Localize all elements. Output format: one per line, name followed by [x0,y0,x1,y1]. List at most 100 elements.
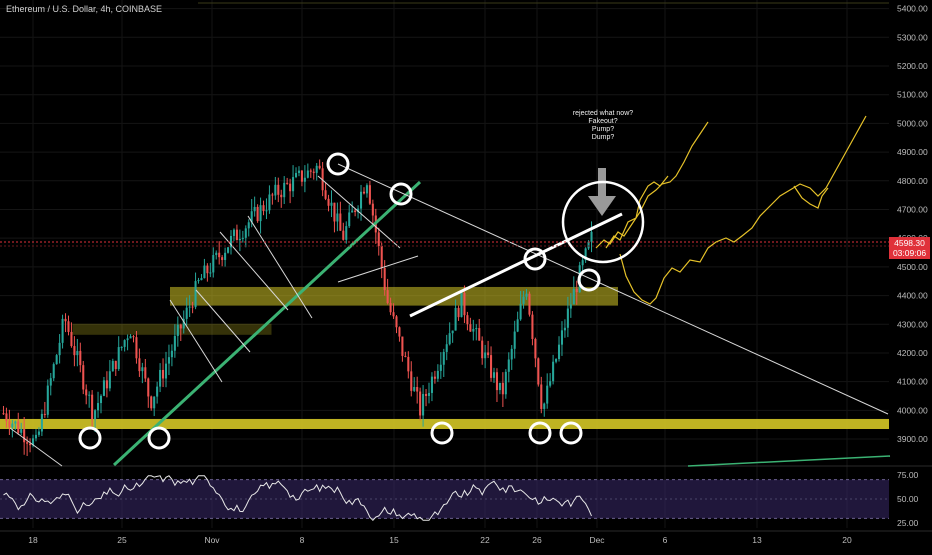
candle-body [250,211,253,223]
price-tick-label: 4100.00 [897,377,928,387]
candle-body [132,336,135,338]
candle-body [510,348,513,360]
candle-body [371,203,374,216]
candle-body [472,328,475,332]
price-tick-label: 5200.00 [897,61,928,71]
candle-body [436,370,439,379]
note-line-3: Pump? [591,126,615,133]
candle-body [126,338,129,341]
descending-trendline [337,163,889,415]
candle-body [324,190,327,199]
candle-body [365,185,368,194]
candle-body [173,336,176,351]
candle-body [454,307,457,331]
candle-body [162,369,165,379]
candle-body [563,327,566,331]
candle-body [410,371,413,391]
candle-body [170,350,173,358]
candle-body [531,314,534,339]
candle-body [114,360,117,370]
arrow-head [588,196,616,216]
candle-body [590,231,593,242]
candle-body [463,292,466,316]
candles [2,159,593,457]
candle-body [498,382,501,391]
candle-body [525,293,528,297]
candle-body [150,396,153,409]
candle-body [120,346,123,348]
candle-body [368,185,371,204]
candle-body [138,358,141,372]
candle-body [377,232,380,247]
candle-body [557,344,561,360]
candle-body [259,205,262,222]
candle-body [212,255,215,273]
candle-body [182,318,185,329]
candle-body [197,280,200,282]
candle-body [587,241,590,249]
candle-body [318,165,321,169]
candle-body [247,222,250,229]
candle-body [99,395,103,404]
candle-body [339,213,342,231]
time-tick-label: 25 [117,535,127,545]
candle-body [407,356,410,372]
candle-body [167,357,170,364]
candle-body [357,208,360,213]
price-tick-label: 4900.00 [897,147,928,157]
candle-body [345,226,348,240]
price-tick-label: 4200.00 [897,348,928,358]
rsi-tick-label: 50.00 [897,494,919,504]
candle-body [262,205,265,212]
candle-body [232,229,236,236]
candle-body [528,293,531,315]
candle-body [481,340,484,359]
candle-body [215,252,218,256]
candle-body [555,359,558,362]
candle-body [292,177,295,192]
note-line-2: Fakeout? [588,118,618,125]
candle-body [238,238,241,241]
highlight-circle [528,421,552,445]
projection-path [605,175,669,249]
annotation-circles [78,152,645,450]
candle-body [55,355,58,365]
candle-body [79,350,82,366]
candle-body [306,170,309,178]
candle-body [354,210,357,213]
candle-body [469,324,472,332]
candle-body [581,260,584,266]
last-price-badge: 4598.30 03:09:06 [889,237,930,259]
candle-body [575,288,578,293]
chart-title: Ethereum / U.S. Dollar, 4h, COINBASE [6,4,163,14]
candle-body [321,168,324,191]
candle-body [97,403,100,411]
rejection-circle [561,180,645,264]
candle-body [543,403,546,409]
candle-body [191,306,194,308]
candle-body [297,170,301,173]
time-axis: 18 25 Nov 8 15 22 26 Dec 6 13 20 [28,535,852,545]
candle-body [540,384,543,409]
candle-body [445,344,448,352]
candle-body [348,212,351,227]
candle-body [289,183,292,192]
price-tick-label: 5300.00 [897,32,928,42]
candle-body [386,290,389,304]
candle-body [135,337,138,359]
candle-body [82,365,85,390]
candle-body [123,340,126,347]
candle-body [179,324,182,329]
candle-body [519,303,522,320]
candle-body [188,306,191,308]
candle-body [300,170,303,182]
candle-body [546,385,549,404]
highlight-circle [577,268,601,292]
candle-body [117,347,120,370]
candle-body [277,184,280,195]
candle-body [516,319,519,332]
highlight-circle [78,426,102,450]
highlight-circle [523,247,547,271]
